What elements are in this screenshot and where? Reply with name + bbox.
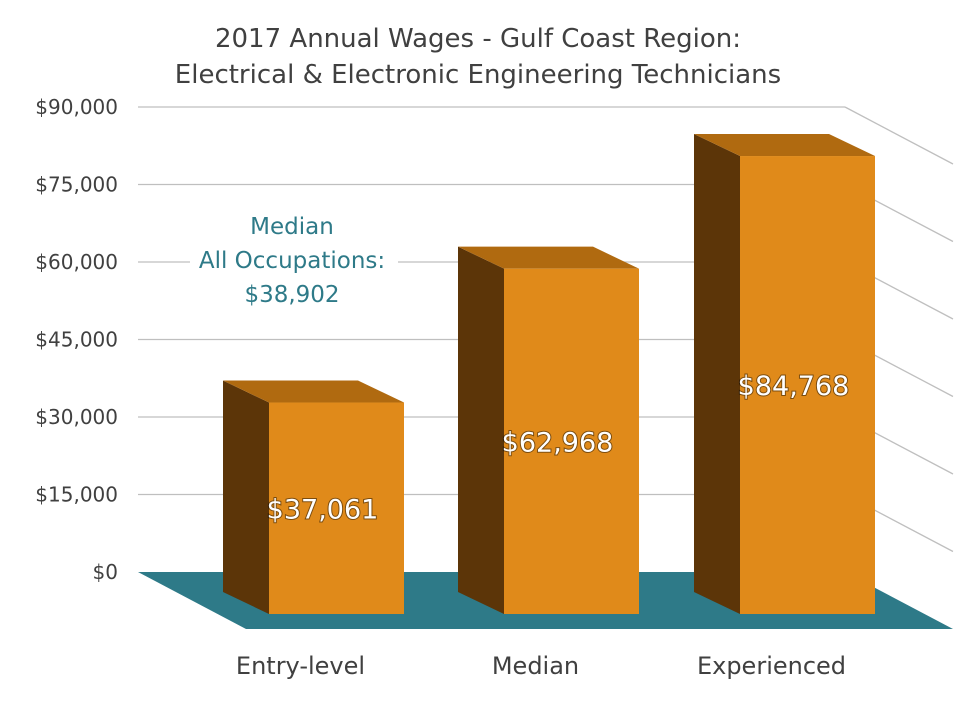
y-tick-label: $45,000: [35, 328, 118, 352]
data-label: $62,968: [502, 427, 614, 458]
y-tick-label: $75,000: [35, 173, 118, 197]
bar-side: [694, 134, 740, 615]
y-tick-label: $60,000: [35, 250, 118, 274]
bar-side: [223, 380, 269, 614]
x-axis-categories: Entry-level Median Experienced: [236, 652, 846, 680]
bar-top: [223, 380, 404, 403]
bar: $37,061: [223, 380, 404, 614]
bar: $62,968: [458, 246, 639, 614]
x-category-label: Entry-level: [236, 652, 365, 680]
median-annotation: Median All Occupations: $38,902: [190, 206, 398, 314]
bar-top: [694, 134, 875, 157]
bar-top: [458, 246, 639, 269]
data-label: $37,061: [267, 494, 379, 525]
y-tick-label: $30,000: [35, 405, 118, 429]
data-label: $84,768: [738, 371, 850, 402]
bar-front: [740, 156, 875, 615]
x-category-label: Median: [492, 652, 579, 680]
bars: $37,061 $62,968 $84,768: [223, 134, 875, 615]
bar-front: [269, 402, 404, 614]
annotation-line: Median: [250, 214, 334, 240]
chart-subtitle: Electrical & Electronic Engineering Tech…: [175, 60, 781, 90]
y-axis-ticks: $0 $15,000 $30,000 $45,000 $60,000 $75,000 $90…: [35, 95, 118, 584]
annotation-line: $38,902: [244, 282, 339, 308]
y-tick-label: $0: [93, 560, 118, 584]
bar-side: [458, 246, 504, 614]
annotation-line: All Occupations:: [199, 248, 385, 274]
y-tick-label: $90,000: [35, 95, 118, 119]
annotation-background: [190, 206, 398, 314]
bar-front: [504, 268, 639, 614]
gridline-side: [844, 106, 954, 165]
y-tick-label: $15,000: [35, 483, 118, 507]
x-category-label: Experienced: [697, 652, 846, 680]
bar: $84,768: [694, 134, 875, 615]
chart-title: 2017 Annual Wages - Gulf Coast Region:: [215, 24, 741, 54]
